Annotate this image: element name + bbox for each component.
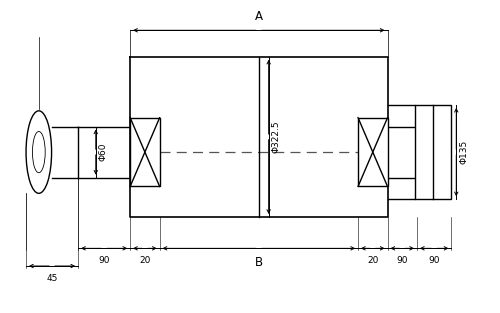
- Text: B: B: [255, 256, 263, 269]
- Text: 20: 20: [139, 256, 150, 265]
- Text: Φ60: Φ60: [98, 143, 108, 161]
- Ellipse shape: [32, 131, 45, 173]
- Bar: [130, 118, 160, 187]
- Bar: [358, 118, 388, 187]
- Text: 45: 45: [46, 274, 58, 283]
- Text: 90: 90: [396, 256, 408, 265]
- Text: 20: 20: [367, 256, 378, 265]
- Text: Φ135: Φ135: [459, 140, 468, 164]
- Text: 90: 90: [428, 256, 440, 265]
- Text: 90: 90: [98, 256, 110, 265]
- Ellipse shape: [26, 111, 52, 193]
- Text: A: A: [255, 10, 263, 23]
- Text: Φ322.5: Φ322.5: [272, 121, 280, 153]
- Bar: [415, 105, 452, 199]
